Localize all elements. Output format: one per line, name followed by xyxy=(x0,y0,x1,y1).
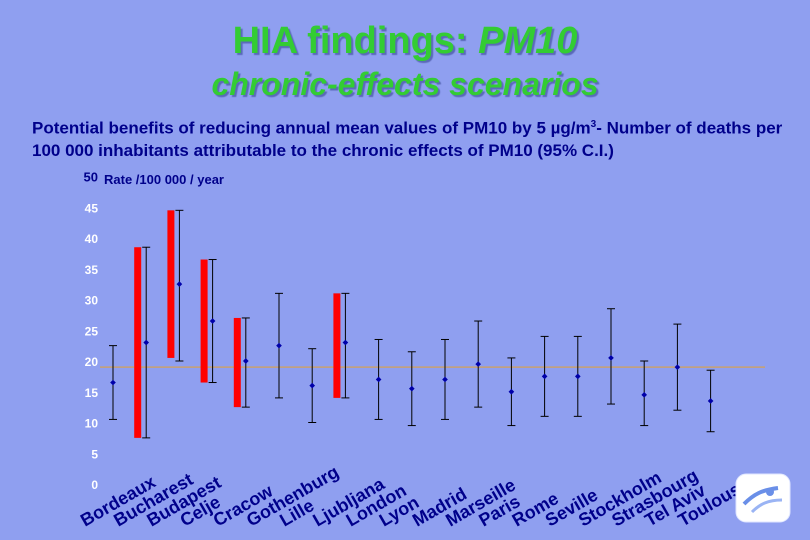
point-estimate xyxy=(276,342,282,349)
logo-icon xyxy=(735,473,791,523)
description-end: - Number of deaths per 100 000 inhabitan… xyxy=(32,118,783,160)
y-tick-label: 30 xyxy=(85,294,99,308)
highlight-bar xyxy=(333,293,341,398)
highlight-bar xyxy=(233,317,241,408)
point-estimate xyxy=(209,318,216,324)
point-estimate xyxy=(375,376,382,383)
point-estimate xyxy=(143,339,150,346)
point-estimate xyxy=(508,388,515,395)
highlight-bars xyxy=(134,210,341,438)
chart-description: Potential benefits of reducing annual me… xyxy=(32,114,802,162)
point-estimate xyxy=(242,358,249,364)
point-estimate xyxy=(707,398,714,404)
y-tick-label: 25 xyxy=(85,324,99,338)
point-estimate xyxy=(674,364,681,370)
y-tick-label: 50 xyxy=(84,170,98,185)
y-tick-label: 40 xyxy=(85,232,99,246)
highlight-bar xyxy=(200,259,208,383)
title-emph: PM10 xyxy=(478,20,578,62)
error-bars xyxy=(109,209,715,439)
y-tick-label: 35 xyxy=(85,263,99,277)
category-labels: BordeauxBucharestBudapestCeljeCracowGoth… xyxy=(77,462,753,531)
y-axis-label: Rate /100 000 / year xyxy=(104,172,224,187)
highlight-bar xyxy=(134,247,142,438)
point-estimate xyxy=(342,339,349,346)
slide-title: HIA findings: PM10 xyxy=(0,20,810,63)
y-ticks: 0 5 10 15 20 25 30 35 40 45 50 xyxy=(84,170,99,493)
point-estimate xyxy=(541,373,548,380)
description-sup: 3 xyxy=(590,119,597,130)
y-tick-label: 5 xyxy=(91,447,98,461)
point-estimate xyxy=(608,355,614,361)
point-estimate xyxy=(574,373,581,380)
y-tick-label: 45 xyxy=(85,201,99,215)
title-prefix: HIA findings: xyxy=(232,20,479,62)
point-estimate xyxy=(408,385,415,392)
y-tick-label: 10 xyxy=(85,417,99,431)
highlight-bar xyxy=(167,210,175,358)
point-estimate xyxy=(442,376,448,383)
description-start: Potential benefits of reducing annual me… xyxy=(32,118,591,138)
point-estimate xyxy=(110,379,116,386)
y-tick-label: 15 xyxy=(85,386,99,400)
point-estimate xyxy=(475,361,482,367)
y-tick-label: 20 xyxy=(85,355,99,369)
point-estimate xyxy=(176,281,183,287)
slide-subtitle: chronic-effects scenarios xyxy=(211,66,599,102)
point-estimate xyxy=(641,391,648,398)
y-tick-label: 0 xyxy=(91,478,98,492)
point-estimate xyxy=(309,382,316,389)
